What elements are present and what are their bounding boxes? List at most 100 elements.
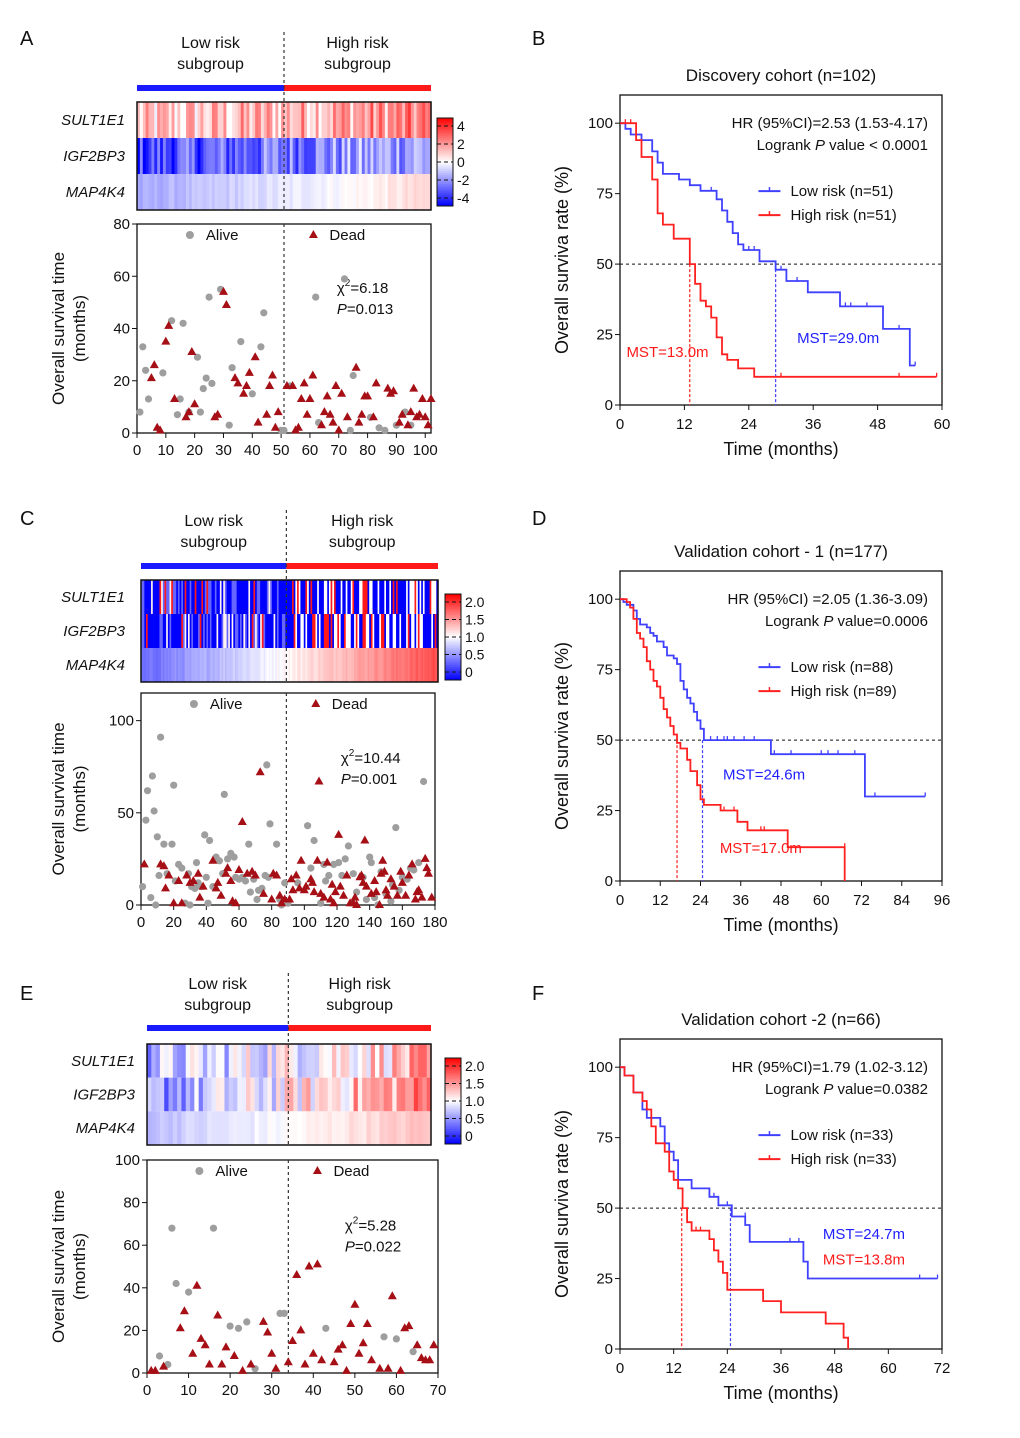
- heatmap-cell: [272, 102, 276, 138]
- dead-point: [423, 420, 433, 429]
- heatmap-cell: [402, 648, 406, 682]
- heatmap-cell: [417, 614, 421, 648]
- dead-point: [375, 1363, 385, 1372]
- heatmap-cell: [154, 580, 157, 614]
- gene-label-map4k4: MAP4K4: [66, 657, 125, 674]
- heatmap-cell: [271, 1044, 277, 1078]
- colorbar-step: [445, 639, 461, 642]
- alive-point: [144, 395, 153, 403]
- heatmap-cell: [293, 614, 296, 648]
- heatmap-cell: [155, 1044, 161, 1078]
- heatmap-cell: [317, 648, 320, 682]
- heatmap-cell: [151, 102, 155, 138]
- heatmap-cell: [320, 614, 323, 648]
- colorbar-step: [445, 1066, 461, 1070]
- heatmap-cell: [407, 174, 412, 210]
- x-tick-label: 80: [359, 442, 376, 459]
- heatmap-cell: [263, 648, 266, 682]
- dead-point: [363, 391, 373, 400]
- heatmap-cell: [367, 138, 372, 174]
- alive-point: [248, 390, 256, 398]
- heatmap-cell: [413, 174, 418, 210]
- dead-point: [397, 409, 407, 418]
- heatmap-cell: [327, 614, 330, 648]
- heatmap-cell: [226, 614, 229, 648]
- heatmap-cell: [276, 580, 280, 614]
- y-tick-label: 80: [123, 1195, 140, 1212]
- heatmap-cell: [229, 648, 233, 682]
- alive-point: [346, 426, 354, 434]
- heatmap-cell: [218, 648, 221, 682]
- heatmap-cell: [385, 580, 389, 614]
- colorbar-step: [445, 647, 461, 651]
- heatmap-cell: [411, 614, 414, 648]
- heatmap-cell: [402, 614, 406, 648]
- x-tick-label: 30: [215, 442, 232, 459]
- x-tick-label: 12: [652, 892, 669, 909]
- heatmap-cell: [375, 648, 379, 682]
- heatmap-cell: [204, 580, 208, 614]
- high-risk-bar: [284, 85, 431, 91]
- heatmap-cell: [304, 102, 308, 138]
- heatmap-cell: [349, 648, 352, 682]
- alive-point: [266, 820, 274, 828]
- heatmap-cell: [306, 1077, 312, 1112]
- heatmap-cell: [177, 1111, 183, 1145]
- alive-point: [202, 873, 210, 881]
- alive-point: [263, 761, 271, 769]
- dead-point: [383, 383, 393, 392]
- heatmap-cell: [323, 1111, 329, 1145]
- heatmap-cell: [162, 102, 167, 138]
- heatmap-cell: [220, 138, 225, 174]
- heatmap-cell: [255, 102, 259, 138]
- alive-point: [312, 293, 320, 301]
- heatmap-cell: [319, 1044, 325, 1078]
- heatmap-cell: [186, 614, 189, 648]
- colorbar-step: [437, 129, 453, 132]
- alive-point: [142, 366, 150, 374]
- dead-point: [200, 1340, 210, 1349]
- colorbar-step: [445, 615, 461, 619]
- heatmap-cell: [202, 1044, 208, 1078]
- colorbar-step: [445, 1124, 461, 1128]
- heatmap-cell: [267, 1077, 273, 1112]
- y-tick-label: 50: [117, 805, 134, 822]
- x-tick-label: 160: [390, 914, 415, 931]
- heatmap-cell: [278, 174, 282, 210]
- heatmap-cell: [330, 648, 333, 682]
- heatmap-cell: [266, 580, 270, 614]
- heatmap-cell: [180, 174, 184, 210]
- high-risk-bar: [286, 563, 438, 569]
- dead-point: [242, 381, 251, 389]
- alive-point: [204, 899, 212, 907]
- heatmap-cell: [258, 614, 261, 648]
- dead-point: [394, 417, 404, 426]
- heatmap-cell: [280, 1111, 286, 1145]
- heatmap-cell: [385, 614, 389, 648]
- heatmap-cell: [271, 1111, 277, 1145]
- heatmap-cell: [145, 102, 150, 138]
- heatmap-cell: [387, 1077, 393, 1112]
- heatmap-cell: [284, 102, 288, 138]
- heatmap-cell: [251, 648, 255, 682]
- heatmap-cell: [374, 580, 377, 614]
- heatmap-cell: [254, 1111, 260, 1145]
- heatmap-cell: [142, 138, 147, 174]
- alive-point: [245, 840, 253, 848]
- heatmap-cell: [281, 102, 285, 138]
- heatmap-cell: [231, 648, 234, 682]
- dead-point: [334, 425, 344, 434]
- heatmap-cell: [353, 174, 357, 210]
- heatmap-cell: [297, 614, 300, 648]
- dead-point: [296, 1325, 306, 1334]
- dead-point: [263, 1327, 273, 1336]
- heatmap-cell: [160, 102, 164, 138]
- heatmap-cell: [303, 580, 307, 614]
- heatmap-cell: [302, 648, 305, 682]
- alive-point: [209, 1224, 218, 1232]
- dead-point: [400, 1323, 410, 1332]
- dead-point: [367, 1355, 376, 1364]
- heatmap-cell: [188, 174, 193, 210]
- heatmap-cell: [370, 1077, 376, 1112]
- dead-point: [253, 417, 263, 426]
